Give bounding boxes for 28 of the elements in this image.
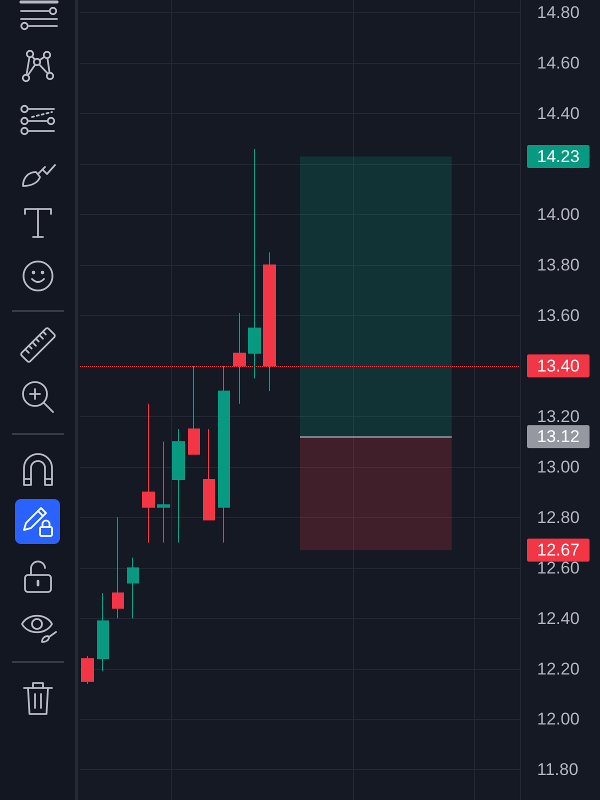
text: 12.67 — [537, 540, 580, 560]
candlestick — [112, 516, 124, 619]
candlestick — [172, 428, 185, 544]
y-tick-label: 13.80 — [537, 255, 580, 274]
y-tick-label: 14.00 — [537, 205, 580, 224]
y-tick-label: 12.40 — [537, 608, 580, 628]
y-tick-label: 13.00 — [537, 457, 580, 476]
text: 14.23 — [537, 146, 580, 166]
candlestick — [142, 403, 155, 544]
y-tick-label: 12.60 — [537, 558, 580, 578]
y-tick-label: 11.80 — [537, 760, 578, 780]
y-tick-label: 12.20 — [537, 659, 580, 678]
candlestick — [127, 557, 139, 619]
y-tick-label: 14.80 — [537, 3, 580, 22]
ref-line-label: 13.40 — [537, 356, 580, 376]
text: 13.12 — [537, 427, 580, 446]
y-tick-label: 14.40 — [537, 104, 580, 124]
y-tick-label: 12.00 — [537, 710, 580, 729]
y-tick-label: 14.60 — [537, 54, 580, 73]
candlestick — [203, 428, 215, 520]
y-tick-label: 13.60 — [537, 306, 580, 325]
candlestick — [157, 441, 170, 544]
candlestick — [218, 365, 230, 544]
y-tick-label: 12.80 — [537, 508, 580, 527]
candlestick — [97, 592, 109, 672]
y-tick-label: 13.20 — [537, 406, 580, 426]
candlestick — [248, 148, 261, 380]
candlestick — [81, 656, 94, 684]
